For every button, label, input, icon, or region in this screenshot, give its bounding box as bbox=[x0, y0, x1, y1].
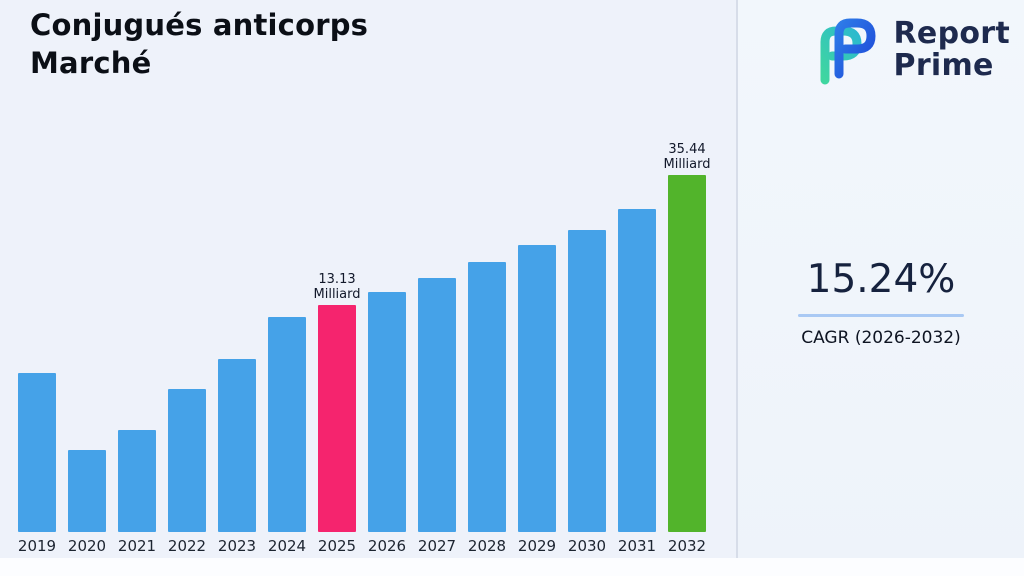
bar-2028 bbox=[468, 262, 506, 532]
bar-column-2029: 2029 bbox=[518, 245, 556, 558]
report-prime-logo-icon bbox=[820, 18, 876, 85]
bar-column-2023: 2023 bbox=[218, 359, 256, 558]
x-axis-label-2027: 2027 bbox=[417, 537, 457, 555]
x-axis-label-2024: 2024 bbox=[267, 537, 307, 555]
bar-column-2030: 2030 bbox=[568, 230, 606, 558]
bar-2027 bbox=[418, 278, 456, 532]
cagr-caption: CAGR (2026-2032) bbox=[801, 328, 961, 348]
x-axis-label-2031: 2031 bbox=[617, 537, 657, 555]
panel-divider bbox=[736, 0, 738, 576]
bar-2030 bbox=[568, 230, 606, 532]
bar-2026 bbox=[368, 292, 406, 532]
cagr-underline bbox=[798, 314, 964, 317]
bar-2025 bbox=[318, 305, 356, 532]
logo-word-prime: Prime bbox=[893, 48, 994, 83]
bar-column-2020: 2020 bbox=[68, 450, 106, 558]
cagr-panel: 15.24% CAGR (2026-2032) bbox=[738, 258, 1024, 348]
bar-2022 bbox=[168, 389, 206, 532]
bar-2029 bbox=[518, 245, 556, 532]
x-axis-label-2023: 2023 bbox=[217, 537, 257, 555]
report-prime-logo: Report Prime bbox=[804, 10, 1010, 90]
bar-column-2031: 2031 bbox=[618, 209, 656, 558]
x-axis-label-2028: 2028 bbox=[467, 537, 507, 555]
bar-2032 bbox=[668, 175, 706, 532]
bar-2024 bbox=[268, 317, 306, 532]
cagr-value: 15.24% bbox=[806, 257, 956, 302]
bar-column-2028: 2028 bbox=[468, 262, 506, 558]
x-axis-label-2019: 2019 bbox=[17, 537, 57, 555]
bar-column-2019: 2019 bbox=[18, 373, 56, 558]
bar-2019 bbox=[18, 373, 56, 532]
x-axis-label-2025: 2025 bbox=[317, 537, 357, 555]
x-axis-label-2020: 2020 bbox=[67, 537, 107, 555]
right-panel bbox=[738, 0, 1024, 576]
x-axis-label-2032: 2032 bbox=[667, 537, 707, 555]
bar-column-2026: 2026 bbox=[368, 292, 406, 558]
logo-word-report: Report bbox=[893, 16, 1010, 51]
bar-chart: 2019 2020 2021 2022 2023 2024 13.13 Milliard 202… bbox=[18, 142, 711, 558]
x-axis-label-2030: 2030 bbox=[567, 537, 607, 555]
bar-column-2022: 2022 bbox=[168, 389, 206, 558]
page-title-line2: Marché bbox=[30, 46, 152, 80]
x-axis-label-2022: 2022 bbox=[167, 537, 207, 555]
bottom-strip bbox=[0, 558, 1024, 576]
bar-value-label-2025: 13.13 Milliard bbox=[313, 272, 361, 302]
bar-column-2021: 2021 bbox=[118, 430, 156, 558]
bar-2023 bbox=[218, 359, 256, 532]
page-title: Conjugués anticorps Marché bbox=[30, 6, 368, 82]
x-axis-label-2021: 2021 bbox=[117, 537, 157, 555]
report-prime-logo-text: Report Prime bbox=[894, 18, 1010, 82]
x-axis-label-2029: 2029 bbox=[517, 537, 557, 555]
bar-column-2024: 2024 bbox=[268, 317, 306, 558]
bar-column-2025: 13.13 Milliard 2025 bbox=[314, 272, 361, 558]
bar-column-2027: 2027 bbox=[418, 278, 456, 558]
bar-2031 bbox=[618, 209, 656, 532]
bar-2020 bbox=[68, 450, 106, 532]
bar-column-2032: 35.44 Milliard 2032 bbox=[664, 142, 711, 558]
x-axis-label-2026: 2026 bbox=[367, 537, 407, 555]
page-title-line1: Conjugués anticorps bbox=[30, 8, 369, 42]
bar-value-label-2032: 35.44 Milliard bbox=[663, 142, 711, 172]
bar-2021 bbox=[118, 430, 156, 532]
